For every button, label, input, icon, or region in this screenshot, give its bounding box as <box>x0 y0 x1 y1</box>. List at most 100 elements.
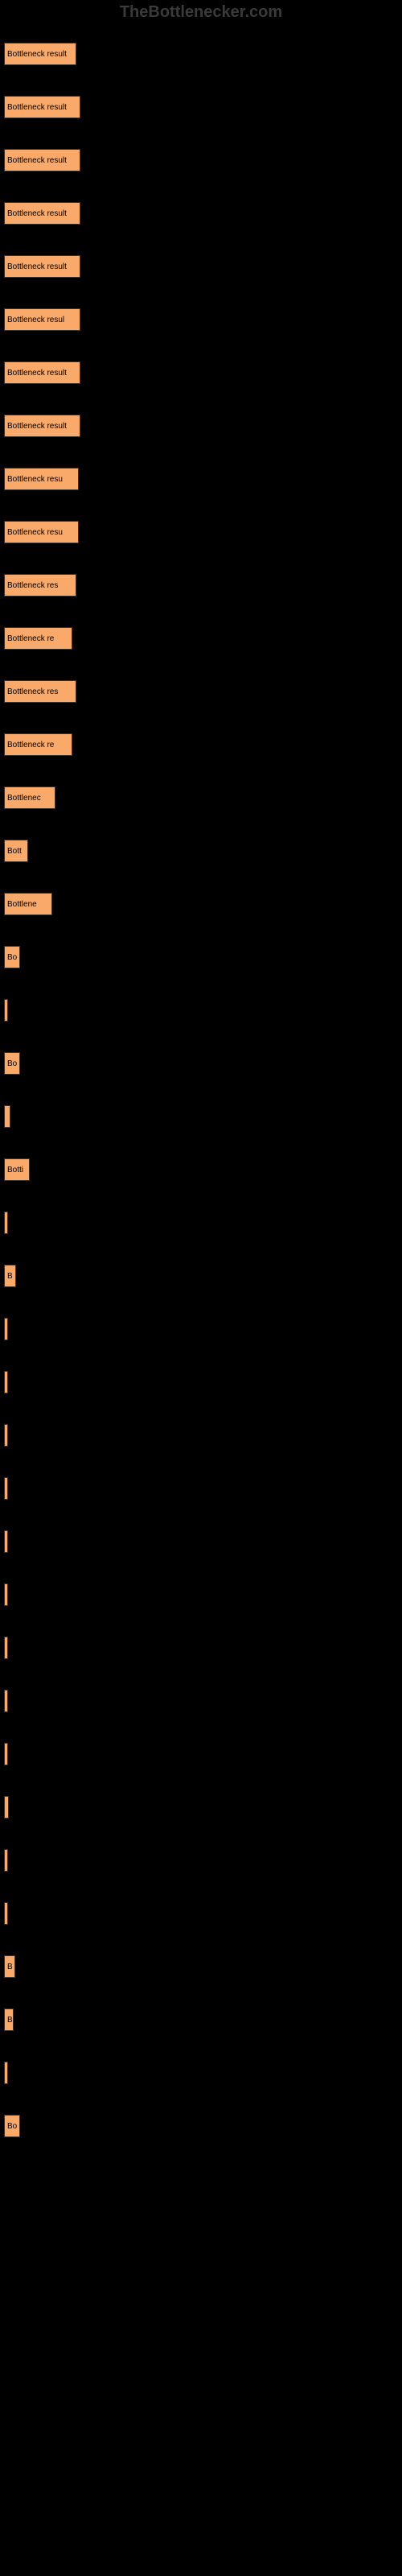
bar-label: Bottleneck result <box>7 209 67 218</box>
bar-row: Bottleneck result <box>0 192 402 233</box>
chart-bar: Bottleneck result <box>4 361 80 384</box>
bar-row <box>0 1202 402 1242</box>
bar-label: B <box>7 1272 13 1281</box>
watermark-text: TheBottlenecker.com <box>0 0 402 25</box>
bar-row <box>0 1680 402 1720</box>
bar-row: B <box>0 1999 402 2039</box>
chart-bar: Bottlene <box>4 893 52 915</box>
bar-label: Bottlene <box>7 900 37 909</box>
bar-label: Bottleneck resu <box>7 475 63 484</box>
chart-bar: Bott <box>4 840 28 862</box>
bar-label: B <box>7 2016 13 2025</box>
chart-bar: Bottlenec <box>4 786 55 809</box>
bar-row <box>0 1733 402 1773</box>
bar-row: Bottleneck res <box>0 564 402 605</box>
bar-label: Bottleneck re <box>7 634 54 643</box>
bar-row <box>0 1627 402 1667</box>
chart-bar: Bottleneck resu <box>4 521 79 543</box>
bar-label: B <box>7 1963 13 1971</box>
chart-bar: Bottleneck re <box>4 733 72 756</box>
bar-label: Bottleneck result <box>7 369 67 378</box>
bar-label: Bottleneck resu <box>7 528 63 537</box>
chart-bar <box>4 1477 8 1500</box>
bar-label: Bottleneck result <box>7 422 67 431</box>
chart-bar <box>4 1690 8 1712</box>
bar-row: Bottleneck result <box>0 139 402 180</box>
bar-row <box>0 1361 402 1402</box>
bar-row: Bottleneck result <box>0 86 402 126</box>
bar-row: B <box>0 1946 402 1986</box>
chart-bar <box>4 1902 8 1925</box>
bar-row: Bottlene <box>0 883 402 923</box>
bar-row: Bottleneck result <box>0 33 402 73</box>
bar-label: Bo <box>7 953 17 962</box>
bar-label: Bottleneck resul <box>7 316 64 324</box>
chart-bar: Bo <box>4 2115 20 2137</box>
bar-label: Bottleneck res <box>7 687 58 696</box>
chart-bar <box>4 2062 8 2084</box>
chart-bar: Bottleneck res <box>4 680 76 703</box>
bar-row: Bottleneck result <box>0 352 402 392</box>
bar-row: Bottleneck re <box>0 724 402 764</box>
chart-bar <box>4 1424 8 1447</box>
bar-row <box>0 989 402 1030</box>
chart-bar: Bottleneck result <box>4 415 80 437</box>
bar-row: Bottleneck result <box>0 405 402 445</box>
bar-label: Botti <box>7 1166 23 1174</box>
bar-label: Bo <box>7 2122 17 2131</box>
chart-bar <box>4 1318 8 1340</box>
bar-row <box>0 1096 402 1136</box>
bar-label: Bottleneck result <box>7 262 67 271</box>
chart-bar: Bottleneck resul <box>4 308 80 331</box>
chart-bar: Bottleneck re <box>4 627 72 650</box>
chart-bar: B <box>4 1265 16 1287</box>
chart-bar <box>4 1796 9 1818</box>
bar-row: Bottleneck resul <box>0 299 402 339</box>
chart-bar: Bo <box>4 946 20 968</box>
chart-bar: Bottleneck resu <box>4 468 79 490</box>
chart-bar <box>4 1105 10 1128</box>
chart-bar: Bo <box>4 1052 20 1075</box>
bar-row: B <box>0 1255 402 1295</box>
chart-bar <box>4 1371 8 1393</box>
bar-row <box>0 1521 402 1561</box>
bar-row <box>0 1893 402 1933</box>
bar-row <box>0 1574 402 1614</box>
bar-row: Bottleneck re <box>0 617 402 658</box>
bar-row <box>0 2052 402 2092</box>
chart-bar: Bottleneck result <box>4 149 80 171</box>
chart-bar <box>4 999 8 1022</box>
bar-chart: Bottleneck result Bottleneck result Bottle… <box>0 25 402 2166</box>
chart-bar <box>4 1743 8 1765</box>
bar-label: Bottleneck result <box>7 50 67 59</box>
bar-label: Bottleneck result <box>7 156 67 165</box>
bar-row <box>0 1308 402 1348</box>
chart-bar <box>4 1212 8 1234</box>
chart-bar: Bottleneck result <box>4 96 80 118</box>
bar-row: Bo <box>0 1042 402 1083</box>
bar-row: Bo <box>0 2105 402 2145</box>
chart-bar <box>4 1637 8 1659</box>
chart-bar: Bottleneck res <box>4 574 76 597</box>
chart-bar: Bottleneck result <box>4 43 76 65</box>
chart-bar: Bottleneck result <box>4 255 80 278</box>
bar-label: Bottleneck result <box>7 103 67 112</box>
bar-row: Bott <box>0 830 402 870</box>
bar-row: Bo <box>0 936 402 976</box>
bar-label: Bottlenec <box>7 794 41 803</box>
chart-bar <box>4 1583 8 1606</box>
chart-bar <box>4 1849 8 1872</box>
chart-bar: B <box>4 2008 14 2031</box>
bar-row: Bottleneck res <box>0 671 402 711</box>
bar-row: Bottlenec <box>0 777 402 817</box>
chart-bar: Botti <box>4 1158 30 1181</box>
bar-label: Bottleneck re <box>7 741 54 749</box>
bar-label: Bottleneck res <box>7 581 58 590</box>
bar-label: Bott <box>7 847 22 856</box>
bar-row <box>0 1468 402 1508</box>
chart-bar: Bottleneck result <box>4 202 80 225</box>
chart-bar <box>4 1530 8 1553</box>
chart-bar: B <box>4 1955 15 1978</box>
bar-row: Bottleneck resu <box>0 458 402 498</box>
bar-row <box>0 1786 402 1827</box>
